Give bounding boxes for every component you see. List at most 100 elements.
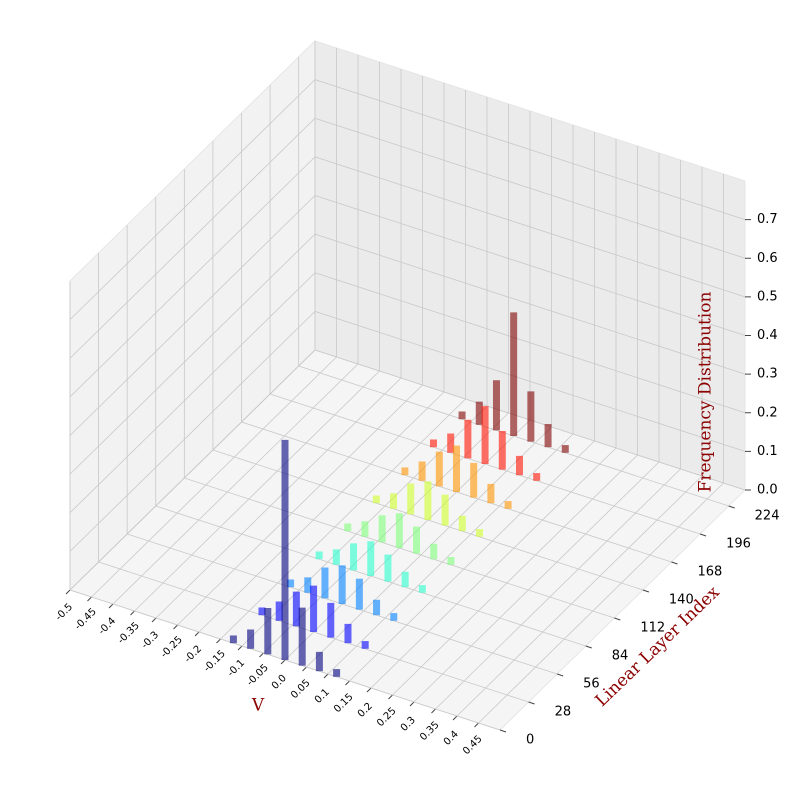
grid-line <box>177 384 423 626</box>
x-tick <box>431 708 436 714</box>
z-tick-label: 0.0 <box>757 483 778 498</box>
grid-line <box>69 195 316 436</box>
x-tick-label: -0.3 <box>140 630 162 652</box>
grid-line <box>349 440 595 682</box>
grid-line <box>69 233 316 475</box>
x-tick <box>280 659 286 665</box>
y-tick-label: 28 <box>555 705 572 720</box>
grid-line <box>314 156 746 298</box>
x-tick-label: -0.5 <box>54 602 76 624</box>
y-tick-label: 112 <box>640 621 665 636</box>
x-tick <box>151 617 157 623</box>
grid-line <box>198 391 445 633</box>
grid-line <box>327 433 574 675</box>
grid-line <box>69 272 316 514</box>
x-tick <box>474 722 479 728</box>
grid-line <box>314 272 746 414</box>
x-tick-label: -0.15 <box>202 648 228 674</box>
grid-line <box>435 468 681 710</box>
x-tick-label: 0.4 <box>442 729 461 748</box>
grid-line <box>91 356 337 598</box>
x-tick <box>65 589 71 595</box>
grid-line <box>69 349 316 591</box>
z-tick-label: 0.6 <box>757 251 778 266</box>
grid-line <box>478 482 724 724</box>
x-tick-label: 0.2 <box>356 701 375 720</box>
y-tick-label: 0 <box>526 733 534 748</box>
x-tick-label: -0.1 <box>226 658 248 680</box>
grid-line <box>69 311 316 552</box>
x-tick <box>409 701 415 707</box>
y-tick-label: 140 <box>669 593 694 608</box>
x-tick <box>130 610 135 616</box>
y-tick-label: 84 <box>612 649 629 664</box>
x-tick <box>216 638 221 644</box>
grid-line <box>284 419 531 661</box>
y-tick <box>642 589 650 593</box>
z-tick-label: 0.4 <box>757 328 778 343</box>
grid-line <box>69 79 316 320</box>
z-tick-label: 0.5 <box>757 289 778 304</box>
y-tick <box>499 729 507 733</box>
x-tick-label: 0.25 <box>375 706 399 730</box>
x-tick <box>173 624 178 630</box>
z-tick-label: 0.3 <box>757 367 778 382</box>
x-tick <box>87 596 92 602</box>
z-axis-label: Frequency Distribution <box>696 292 716 493</box>
y-tick-label: 196 <box>726 537 751 552</box>
grid-line <box>314 310 746 452</box>
x-tick-label: 0.0 <box>270 673 289 692</box>
y-tick <box>728 505 735 509</box>
x-tick-label: 0.1 <box>313 687 332 706</box>
grid-line <box>134 370 380 612</box>
x-tick-label: -0.45 <box>73 606 99 632</box>
x-axis-label: V <box>251 696 265 716</box>
x-tick <box>323 673 329 679</box>
z-tick-label: 0.7 <box>757 212 778 227</box>
y-tick-label: 168 <box>698 565 723 580</box>
x-tick <box>388 694 393 700</box>
x-tick <box>345 680 350 686</box>
x-tick-label: 0.45 <box>461 734 485 758</box>
x-tick <box>194 631 200 637</box>
x-tick-label: 0.35 <box>418 720 442 744</box>
grid-line <box>314 79 746 221</box>
x-tick-label: 0.15 <box>332 692 356 716</box>
grid-line <box>314 117 746 259</box>
x-tick-label: -0.4 <box>97 616 119 638</box>
x-tick-label: -0.35 <box>116 620 142 646</box>
x-tick <box>108 603 114 609</box>
x-tick <box>259 652 264 658</box>
y-tick-label: 224 <box>755 509 780 524</box>
x-tick <box>302 666 307 672</box>
y-tick <box>585 645 592 649</box>
x-tick-label: 0.05 <box>289 678 313 702</box>
grid-line <box>392 454 638 696</box>
grid-line <box>370 447 617 689</box>
grid-line <box>456 475 703 717</box>
grid-line <box>69 156 316 398</box>
x-tick-label: -0.25 <box>159 634 185 660</box>
x-tick-label: -0.05 <box>245 662 271 688</box>
y-tick-label: 56 <box>583 677 600 692</box>
grid-line <box>155 377 402 619</box>
grid-line <box>112 363 359 605</box>
y-tick <box>528 701 535 705</box>
z-tick-label: 0.2 <box>757 405 778 420</box>
grid-line <box>413 461 660 703</box>
x-tick <box>452 715 458 721</box>
grid-line <box>69 117 316 359</box>
y-tick <box>614 617 621 621</box>
x-tick <box>366 687 372 693</box>
y-tick <box>699 533 707 537</box>
z-tick-label: 0.1 <box>757 444 778 459</box>
x-tick <box>237 645 243 651</box>
grid-line <box>314 233 746 375</box>
plot-area: -0.5-0.45-0.4-0.35-0.3-0.25-0.2-0.15-0.1… <box>54 39 780 758</box>
grid-line <box>314 195 746 336</box>
grid-line <box>220 398 466 640</box>
x-tick-label: 0.3 <box>399 715 418 734</box>
x-tick-label: -0.2 <box>183 644 205 666</box>
y-tick <box>557 673 564 677</box>
